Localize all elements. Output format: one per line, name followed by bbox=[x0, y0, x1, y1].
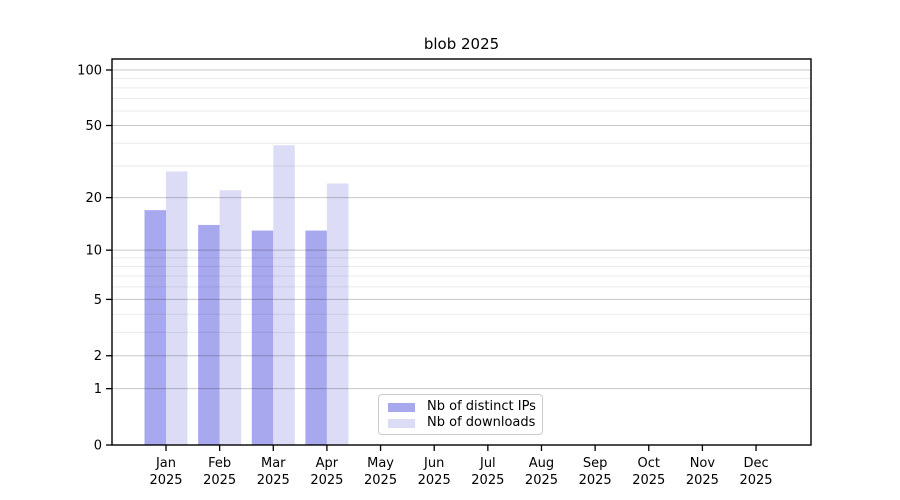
bar-nb-of-downloads-mar bbox=[273, 145, 295, 445]
bar-nb-of-distinct-ips-feb bbox=[198, 224, 220, 445]
x-tick-label: Dec 2025 bbox=[739, 456, 772, 488]
x-tick-label: Jan 2025 bbox=[149, 456, 182, 488]
bar-nb-of-distinct-ips-jan bbox=[144, 210, 166, 445]
legend-label-downloads: Nb of downloads bbox=[427, 415, 536, 430]
x-tick-label: Nov 2025 bbox=[686, 456, 719, 488]
y-tick-label: 20 bbox=[85, 191, 102, 206]
legend-swatch-downloads bbox=[388, 418, 415, 428]
bar-nb-of-distinct-ips-mar bbox=[251, 230, 274, 445]
x-tick-label: Aug 2025 bbox=[525, 456, 558, 488]
legend: Nb of distinct IPs Nb of downloads bbox=[378, 394, 543, 435]
y-tick-label: 2 bbox=[94, 349, 102, 364]
y-tick-label: 1 bbox=[94, 382, 102, 397]
y-tick-label: 100 bbox=[77, 63, 102, 78]
x-tick-label: May 2025 bbox=[364, 456, 397, 488]
x-tick-label: Sep 2025 bbox=[579, 456, 612, 488]
plot-frame bbox=[111, 58, 812, 446]
x-tick-label: Oct 2025 bbox=[632, 456, 665, 488]
x-tick-label: Apr 2025 bbox=[310, 456, 343, 488]
bar-nb-of-distinct-ips-apr bbox=[305, 230, 327, 445]
x-tick-label: Mar 2025 bbox=[257, 456, 290, 488]
x-tick-label: Jul 2025 bbox=[471, 456, 504, 488]
bar-nb-of-downloads-jan bbox=[166, 171, 188, 446]
legend-swatch-distinct-ips bbox=[388, 402, 415, 412]
x-tick-label: Feb 2025 bbox=[203, 456, 236, 488]
legend-label-distinct-ips: Nb of distinct IPs bbox=[427, 399, 536, 414]
legend-item-downloads: Nb of downloads bbox=[385, 415, 536, 431]
bar-nb-of-downloads-apr bbox=[326, 183, 349, 445]
bar-nb-of-downloads-feb bbox=[219, 190, 242, 445]
x-tick-label: Jun 2025 bbox=[418, 456, 451, 488]
y-tick-label: 0 bbox=[94, 439, 102, 454]
y-tick-label: 50 bbox=[85, 119, 102, 134]
chart-title: blob 2025 bbox=[423, 35, 500, 53]
y-tick-label: 5 bbox=[94, 293, 102, 308]
legend-item-distinct-ips: Nb of distinct IPs bbox=[385, 399, 536, 415]
y-tick-label: 10 bbox=[85, 244, 102, 259]
